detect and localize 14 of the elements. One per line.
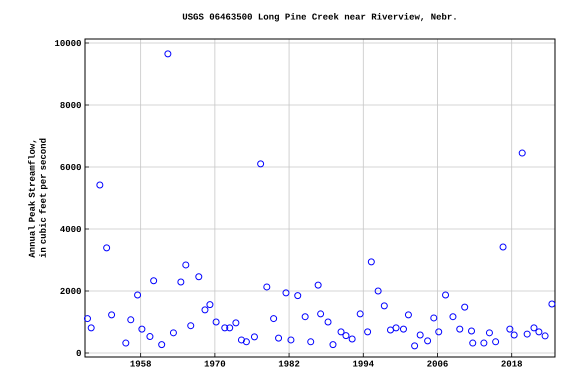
y-tick-label: 4000 bbox=[60, 226, 81, 232]
x-tick-label: 1982 bbox=[278, 360, 300, 367]
y-tick-label: 8000 bbox=[60, 102, 81, 108]
y-tick-label: 0 bbox=[76, 350, 81, 356]
y-tick-label: 6000 bbox=[60, 164, 81, 170]
chart-title: USGS 06463500 Long Pine Creek near Riverview, Nebr. bbox=[182, 13, 456, 22]
y-tick-label: 2000 bbox=[60, 288, 81, 294]
y-axis-title: Annual Peak Streamflow, in cubic feet per second bbox=[28, 138, 48, 258]
x-tick-label: 2006 bbox=[427, 360, 448, 367]
x-tick-label: 1970 bbox=[204, 360, 226, 367]
y-tick-label: 10000 bbox=[55, 40, 81, 46]
x-tick-label: 1994 bbox=[353, 360, 374, 367]
x-tick-label: 1958 bbox=[130, 360, 151, 367]
x-tick-label: 2018 bbox=[501, 360, 522, 367]
